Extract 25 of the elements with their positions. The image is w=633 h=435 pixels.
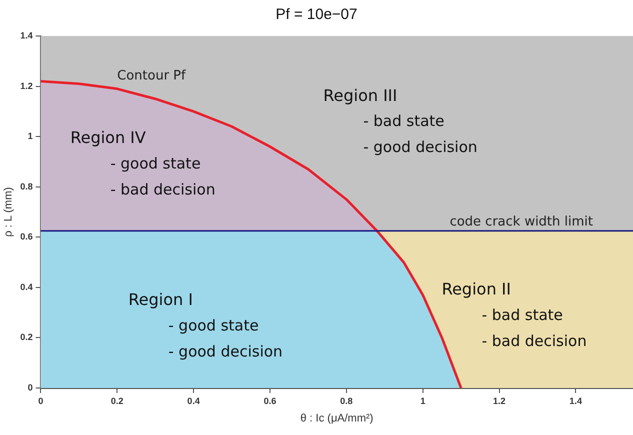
x-tick-label: 0.6 xyxy=(264,396,276,406)
annotation: Region I - good state - good decision xyxy=(128,290,283,360)
x-tick-label: 0.8 xyxy=(340,396,353,406)
x-axis-title: θ : Ic (μA/mm²) xyxy=(300,412,374,424)
y-tick-label: 1.2 xyxy=(20,80,33,91)
y-tick-label: 1 xyxy=(28,131,33,142)
x-tick-label: 0 xyxy=(38,396,44,406)
x-tick-label: 0.4 xyxy=(187,396,200,406)
x-tick-label: 1.4 xyxy=(569,396,582,406)
y-tick-label: 0.6 xyxy=(20,232,33,242)
y-tick-label: 0.2 xyxy=(20,332,33,342)
annotation: Region IV - good state - bad decision xyxy=(70,128,216,198)
chart-title: Pf = 10e−07 xyxy=(276,6,358,24)
annotation: Region II - bad state - bad decision xyxy=(442,280,587,350)
x-tick-label: 1 xyxy=(420,396,426,406)
x-tick-label: 1.2 xyxy=(493,396,506,406)
y-tick-label: 0.4 xyxy=(20,282,33,292)
x-tick-label: 0.2 xyxy=(110,396,124,406)
y-tick-label: 1.4 xyxy=(20,30,33,40)
y-tick-label: 0.8 xyxy=(20,181,33,192)
series-label: Contour Pf xyxy=(117,68,186,84)
y-tick-label: 0 xyxy=(28,382,33,392)
y-axis-title: ρ : L (mm) xyxy=(2,187,15,237)
ref-line-label: code crack width limit xyxy=(450,214,593,230)
annotation: Region III - bad state - good decision xyxy=(323,86,478,156)
